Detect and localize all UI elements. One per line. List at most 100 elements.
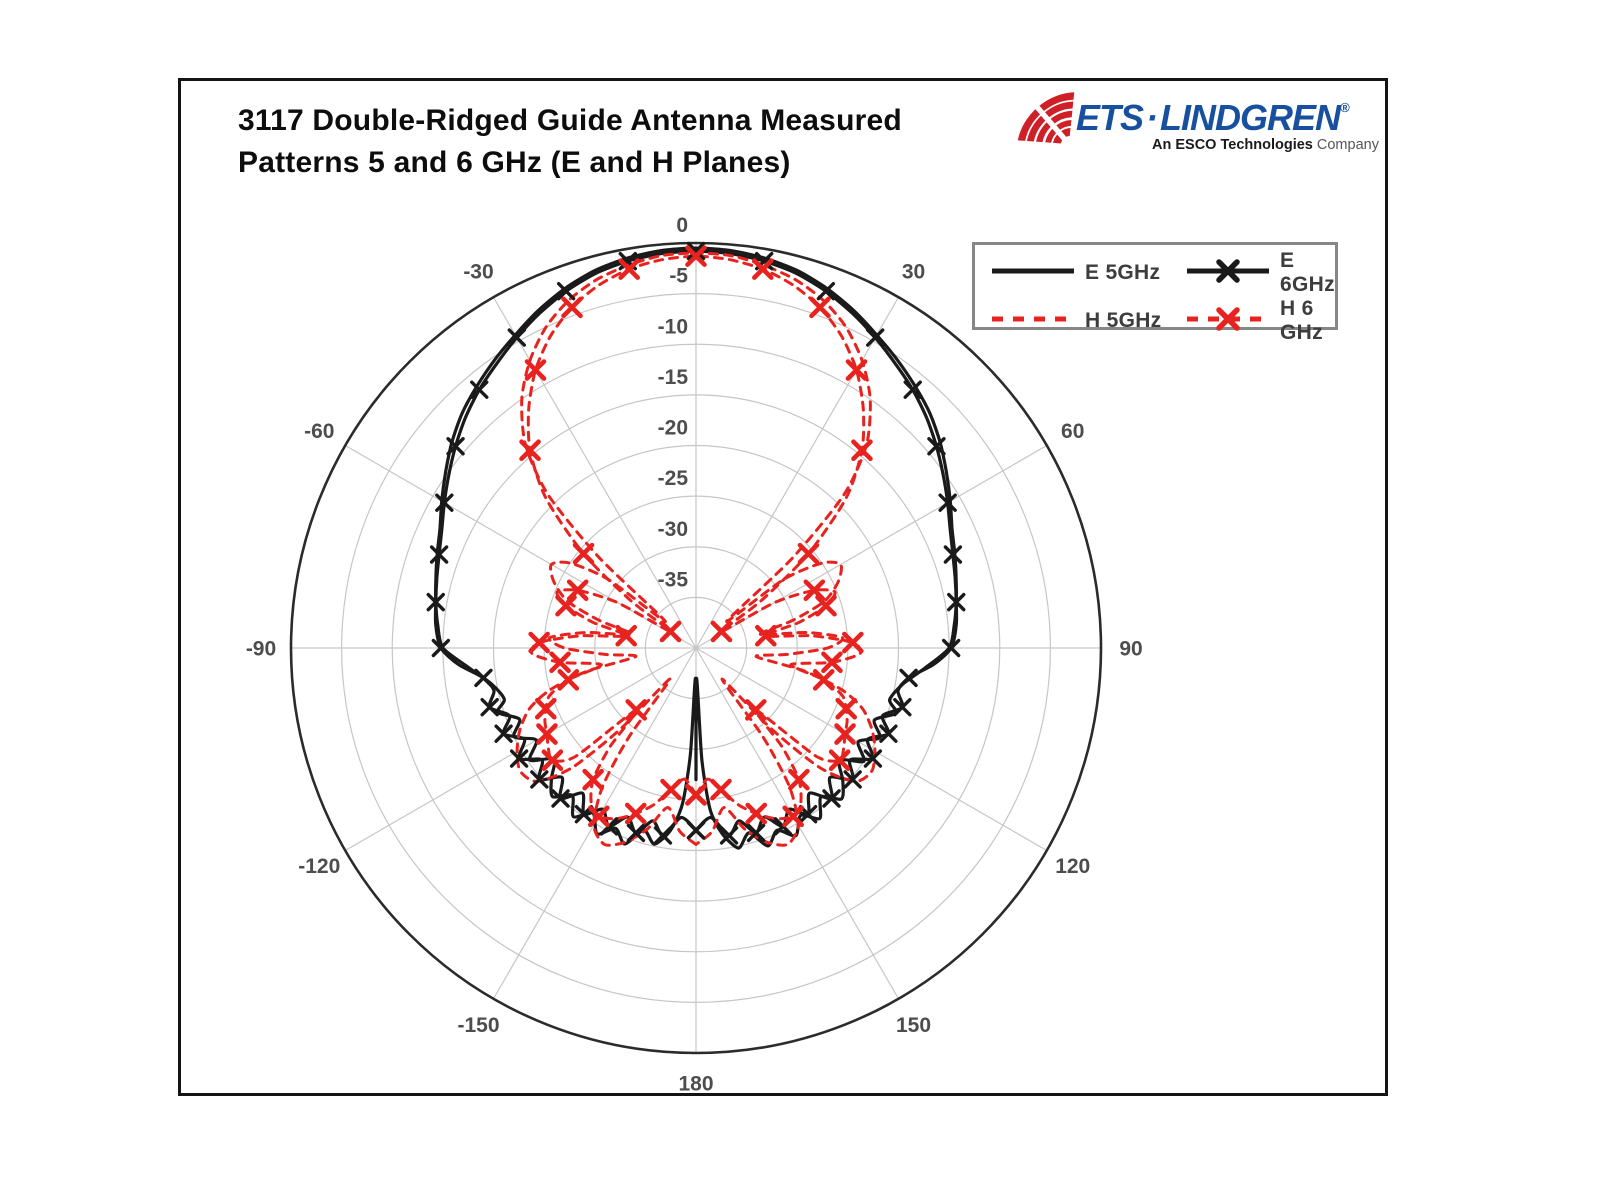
- series-x-marker-h-6-ghz: [534, 697, 557, 720]
- series-x-marker-h-6-ghz: [815, 594, 837, 617]
- legend-line-sample-e5: [989, 259, 1077, 288]
- series-x-marker-e-6ghz: [626, 823, 646, 843]
- logo-text-block: ETS·LINDGREN® An ESCO Technologies Compa…: [1076, 86, 1379, 154]
- radial-tick-label: -5: [669, 265, 688, 288]
- series-x-marker-e-6ghz: [431, 638, 451, 658]
- legend-line-sample-e6: [1184, 258, 1272, 288]
- series-x-marker-h-6-ghz: [588, 805, 610, 828]
- series-x-marker-h-6-ghz: [821, 651, 843, 674]
- series-x-marker-h-6-ghz: [685, 245, 707, 267]
- series-x-marker-e-6ghz: [879, 724, 898, 743]
- series-x-marker-e-6ghz: [686, 241, 706, 261]
- series-x-marker-e-6ghz: [474, 668, 493, 688]
- angle-tick-label: -90: [246, 637, 276, 660]
- logo-brand-separator-dot: ·: [1146, 97, 1158, 138]
- series-x-marker-e-6ghz: [494, 724, 513, 743]
- logo-brand-lindgren: LINDGREN: [1160, 97, 1341, 138]
- series-x-marker-e-6ghz: [903, 380, 922, 399]
- series-x-marker-h-6-ghz: [528, 631, 550, 654]
- legend-label-h6: H 6 GHz: [1280, 297, 1323, 344]
- series-x-marker-e-6ghz: [843, 770, 862, 789]
- series-x-marker-h-6-ghz: [710, 778, 732, 801]
- series-x-marker-e-6ghz: [686, 821, 706, 840]
- legend-label-e6: E 6GHz: [1280, 249, 1335, 296]
- series-x-marker-h-6-ghz: [835, 697, 858, 720]
- series-x-marker-e-6ghz: [866, 328, 885, 347]
- series-x-marker-e-6ghz: [446, 437, 465, 456]
- logo-tagline-regular: Company: [1312, 137, 1379, 153]
- series-x-marker-e-6ghz: [719, 826, 739, 845]
- series-x-marker-e-6ghz: [938, 493, 957, 512]
- angle-tick-label: -30: [463, 261, 493, 284]
- series-x-marker-e-6ghz: [507, 328, 526, 347]
- series-x-marker-h-6-ghz: [618, 258, 640, 280]
- registered-trademark-icon: ®: [1340, 100, 1350, 115]
- series-x-marker-e-6ghz: [426, 592, 445, 612]
- logo-brand-name: ETS·LINDGREN®: [1076, 100, 1379, 136]
- legend-item-h-6ghz: H 6 GHz: [1184, 297, 1335, 345]
- angle-tick-label: 60: [1061, 420, 1084, 443]
- logo-brand-ets: ETS: [1076, 97, 1144, 138]
- ets-lindgren-logo: ETS·LINDGREN® An ESCO Technologies Compa…: [1002, 86, 1379, 153]
- legend-sample-svg: [1187, 258, 1269, 283]
- series-x-marker-h-6-ghz: [536, 723, 558, 745]
- angle-tick-label: 120: [1055, 855, 1090, 878]
- legend-label-e5: E 5GHz: [1085, 261, 1161, 284]
- series-x-marker-h-6-ghz: [625, 699, 648, 721]
- legend-sample-svg: [992, 268, 1074, 273]
- legend-line-sample-h6: [1184, 306, 1272, 336]
- series-x-marker-h-6-ghz: [845, 359, 868, 381]
- series-x-marker-e-6ghz: [429, 545, 449, 564]
- series-x-marker-h-6-ghz: [803, 579, 826, 602]
- series-x-marker-h-6-ghz: [624, 802, 647, 825]
- radio-wave-icon: [1017, 92, 1075, 146]
- series-x-marker-e-6ghz: [927, 437, 946, 456]
- series-x-marker-e-6ghz: [822, 789, 841, 808]
- series-x-marker-h-6-ghz: [812, 669, 835, 691]
- angle-tick-label: 90: [1119, 637, 1142, 660]
- series-x-marker-e-6ghz: [899, 668, 918, 688]
- series-x-marker-h-6-ghz: [752, 258, 774, 280]
- angle-tick-label: 30: [902, 261, 925, 284]
- polar-outer-ring: [289, 241, 1103, 1055]
- legend-item-e-6ghz: E 6GHz: [1184, 249, 1335, 297]
- series-x-marker-e-6ghz: [470, 380, 489, 399]
- series-x-marker-h-6-ghz: [754, 624, 777, 647]
- legend-label-h5: H 5GHz: [1085, 309, 1162, 332]
- series-x-marker-h-6-ghz: [788, 768, 810, 791]
- logo-tagline-bold: An ESCO Technologies: [1152, 137, 1313, 153]
- series-x-marker-h-6-ghz: [541, 749, 564, 772]
- legend-item-e-5ghz: E 5GHz: [989, 259, 1184, 288]
- series-x-marker-h-6-ghz: [834, 723, 856, 745]
- radial-tick-label: -25: [658, 467, 689, 490]
- series-x-marker-h-6-ghz: [797, 542, 820, 565]
- angle-tick-label: 180: [678, 1072, 713, 1095]
- series-x-marker-h-6-ghz: [566, 579, 589, 602]
- series-x-marker-h-6-ghz: [615, 624, 638, 647]
- polar-grid-ring: [391, 343, 1001, 953]
- legend-sample-svg: [992, 316, 1074, 321]
- series-x-marker-e-6ghz: [816, 282, 836, 301]
- series-x-marker-h-6-ghz: [524, 359, 547, 381]
- series-x-marker-h-6-ghz: [828, 749, 851, 772]
- series-x-marker-h-6-ghz: [744, 699, 767, 721]
- legend-item-h-5ghz: H 5GHz: [989, 307, 1184, 336]
- series-x-marker-h-6-ghz: [557, 669, 580, 691]
- series-x-marker-e-6ghz: [746, 823, 766, 843]
- series-x-marker-h-6-ghz: [745, 802, 768, 825]
- radial-tick-label: -20: [658, 417, 688, 440]
- series-x-marker-h-6-ghz: [561, 296, 583, 319]
- series-x-marker-e-6ghz: [480, 697, 499, 717]
- logo-tagline: An ESCO Technologies Company: [1152, 137, 1379, 153]
- series-x-marker-e-6ghz: [947, 592, 966, 612]
- series-x-marker-h-6-ghz: [659, 620, 682, 643]
- legend-line-sample-h5: [989, 307, 1077, 336]
- chart-title: 3117 Double-Ridged Guide Antenna Measure…: [238, 100, 998, 184]
- angle-tick-label: 150: [896, 1014, 931, 1037]
- series-x-marker-e-6ghz: [943, 545, 963, 564]
- chart-title-line2: Patterns 5 and 6 GHz (E and H Planes): [238, 146, 791, 179]
- series-x-marker-e-6ghz: [509, 749, 529, 768]
- radial-tick-label: -30: [658, 518, 688, 541]
- angle-tick-label: -60: [304, 420, 334, 443]
